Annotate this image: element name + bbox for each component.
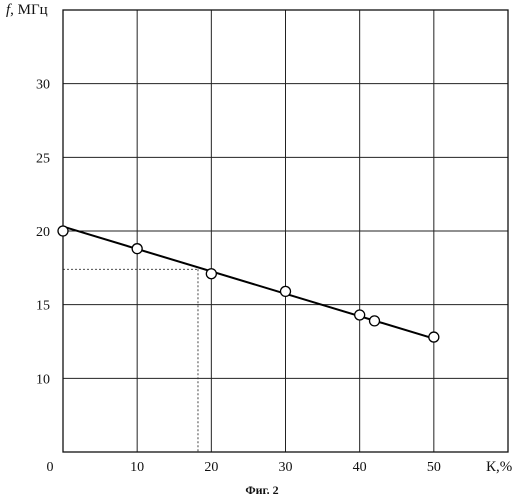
x-tick-label: 10: [130, 460, 144, 475]
data-point: [58, 226, 68, 236]
x-tick-label: 20: [204, 460, 218, 475]
guide-lines: [63, 269, 198, 452]
figure-caption: Фиг. 2: [245, 483, 278, 497]
data-point: [370, 316, 380, 326]
x-axis-label: К,%: [486, 459, 512, 475]
x-tick-label: 40: [353, 460, 367, 475]
grid: [63, 10, 508, 452]
y-tick-label: 30: [36, 78, 50, 93]
y-axis-label: f, МГц: [6, 2, 48, 18]
origin-label: 0: [47, 460, 54, 475]
data-point: [206, 269, 216, 279]
x-tick-label: 30: [279, 460, 293, 475]
y-tick-label: 10: [36, 372, 50, 387]
x-tick-label: 50: [427, 460, 441, 475]
data-point: [132, 244, 142, 254]
y-axis-unit: , МГц: [10, 2, 48, 18]
y-tick-label: 25: [36, 151, 50, 166]
data-point: [281, 286, 291, 296]
y-tick-label: 20: [36, 225, 50, 240]
data-point: [429, 332, 439, 342]
data-point: [355, 310, 365, 320]
data-points: [58, 226, 439, 342]
tick-labels: 10 20 30 40 50 10 15 20 25 30: [36, 78, 441, 475]
y-tick-label: 15: [36, 299, 50, 314]
